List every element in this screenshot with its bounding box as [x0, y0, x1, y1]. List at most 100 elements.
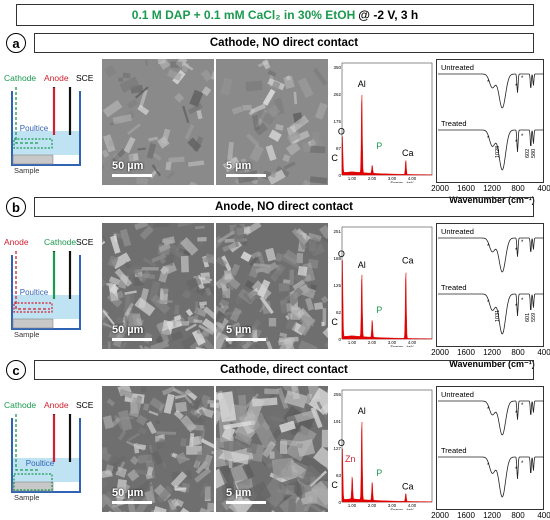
sem-grain: [152, 506, 167, 512]
sem-grain: [194, 467, 212, 483]
sem-grain: [198, 507, 214, 512]
eds-xtick: 3.00: [388, 503, 397, 508]
sem-grain: [102, 479, 109, 496]
sem-grain: [279, 420, 296, 433]
sem-grain: [175, 401, 188, 413]
sem-grain: [216, 483, 223, 502]
poultice-label: Poultice: [20, 288, 49, 297]
sem-texture: [216, 386, 328, 512]
eds-peak-label: Al: [358, 79, 366, 89]
eds-signal: [341, 421, 433, 503]
sem-grain: [265, 144, 277, 162]
scale-bar: [226, 174, 266, 177]
ftir-xtick: 400: [537, 511, 550, 520]
sem-grain: [290, 307, 301, 320]
electrode-label: SCE: [76, 73, 94, 83]
mesh-electrode: [13, 302, 53, 313]
sem-grain: [285, 315, 290, 321]
band-asterisk: *: [515, 467, 518, 473]
electrode-label: Cathode: [4, 400, 37, 410]
sem-micrograph: 5 µm: [216, 59, 328, 185]
eds-peak-label: Ca: [402, 256, 414, 266]
panel-letter: b: [6, 197, 26, 217]
sem-grain: [102, 437, 108, 451]
sem-grain: [189, 398, 205, 412]
sem-grain: [174, 498, 184, 508]
sem-grain: [102, 316, 109, 325]
ftir-spectra: Untreated Treated * * * * * * 1031 601 559: [436, 223, 544, 347]
sem-grain: [147, 448, 152, 461]
sem-grain: [117, 179, 130, 185]
sem-grain: [202, 330, 210, 338]
sem-grain: [127, 432, 140, 442]
sem-grain: [271, 80, 281, 91]
sem-grain: [120, 483, 131, 494]
poultice: [13, 131, 79, 155]
working-electrode: [15, 414, 40, 471]
sem-grain: [165, 161, 172, 171]
sem-grain: [156, 431, 177, 435]
panel-header: a Cathode, NO direct contact: [6, 33, 534, 55]
sem-grain: [134, 297, 156, 317]
band-asterisk: *: [521, 461, 524, 467]
sem-grain: [255, 110, 268, 128]
sem-grain: [279, 292, 294, 306]
eds-peak-label: Al: [358, 260, 366, 270]
scale-bar: [112, 501, 152, 504]
panel-letter: c: [6, 360, 26, 380]
panel-label: Anode, NO direct contact: [34, 197, 534, 217]
band-asterisk: *: [521, 76, 524, 82]
sem-grain: [305, 297, 315, 311]
sem-grain: [244, 279, 255, 290]
sem-grain: [288, 498, 297, 512]
sem-grain: [189, 435, 201, 447]
cell-drawing: Poultice Sample: [11, 87, 81, 175]
ftir-xtick: 1600: [457, 184, 475, 193]
sem-grain: [146, 142, 157, 159]
sem-grain: [193, 319, 203, 324]
sem-grain: [146, 421, 157, 435]
sem-grain: [283, 279, 291, 284]
sem-grain: [313, 302, 324, 311]
sem-grain: [197, 237, 207, 242]
sem-grain: [152, 152, 162, 161]
sem-grain: [123, 261, 132, 270]
sem-grain: [216, 256, 228, 267]
electrode-dot: [68, 87, 72, 88]
sem-grain: [234, 421, 256, 443]
sem-grain: [249, 412, 277, 449]
sem-grain: [151, 164, 162, 177]
sem-grain: [174, 92, 185, 103]
sem-grain: [221, 498, 240, 512]
sem-grain: [310, 145, 326, 154]
sem-grain: [216, 406, 223, 432]
sem-grain: [167, 498, 177, 511]
sem-grain: [102, 149, 110, 158]
sem-grain: [121, 416, 134, 420]
sem-micrograph: 50 µm: [102, 59, 214, 185]
sem-grain: [291, 228, 308, 246]
sem-grain: [137, 104, 150, 116]
sem-grain: [311, 480, 328, 506]
sem-grain: [262, 88, 276, 106]
sem-grain: [137, 272, 156, 280]
eds-xtick: 2.00: [368, 176, 377, 181]
eds-peak-label: C: [331, 153, 338, 163]
sem-grain: [104, 65, 117, 78]
sem-grain: [166, 170, 175, 180]
panel-letter: a: [6, 33, 26, 53]
panel-header: b Anode, NO direct contact: [6, 197, 534, 219]
sem-grain: [102, 99, 123, 118]
sem-grain: [151, 253, 167, 263]
sem-grain: [112, 426, 121, 438]
sem-grain: [159, 288, 169, 305]
eds-peak-label: Zn: [345, 454, 356, 464]
eds-xtick: 4.00: [408, 503, 417, 508]
eds-ytick: 63: [336, 473, 342, 478]
sem-grain: [194, 301, 199, 319]
sem-grain: [198, 418, 206, 426]
sem-grain: [234, 432, 253, 446]
sem-grain: [180, 237, 199, 256]
